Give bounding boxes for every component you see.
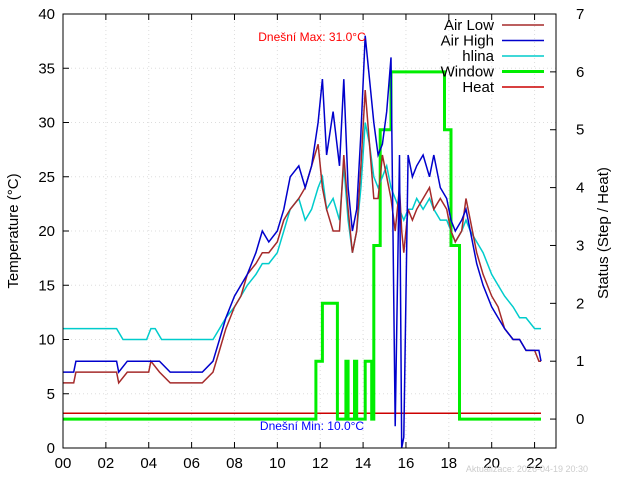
- left-tick-label: 0: [47, 440, 55, 457]
- daily-max-annotation: Dnešní Max: 31.0°C: [258, 30, 366, 44]
- x-tick-label: 06: [183, 455, 200, 472]
- x-tick-label: 20: [483, 455, 500, 472]
- x-tick-label: 18: [440, 455, 457, 472]
- x-tick-label: 14: [355, 455, 372, 472]
- left-tick-label: 30: [38, 115, 55, 132]
- left-tick-label: 5: [47, 386, 55, 403]
- right-tick-label: 0: [576, 411, 584, 428]
- left-tick-label: 25: [38, 169, 55, 186]
- legend-label: hlina: [462, 48, 494, 65]
- left-tick-label: 15: [38, 277, 55, 294]
- series-layer: [63, 35, 542, 449]
- updated-timestamp: Aktualizace: 2026-04-19 20:30: [466, 464, 588, 474]
- daily-min-annotation: Dnešní Min: 10.0°C: [260, 419, 365, 433]
- right-tick-label: 6: [576, 64, 584, 81]
- x-tick-label: 22: [526, 455, 543, 472]
- right-tick-label: 7: [576, 6, 584, 23]
- x-tick-label: 16: [398, 455, 415, 472]
- right-tick-label: 5: [576, 122, 584, 139]
- legend-label: Heat: [462, 79, 495, 96]
- left-tick-label: 10: [38, 332, 55, 349]
- right-axis-label: Status (Step / Heat): [595, 167, 612, 299]
- right-tick-label: 2: [576, 295, 584, 312]
- series-line-hlina: [63, 122, 541, 341]
- series-line-air-high: [63, 35, 542, 449]
- legend-label: Window: [441, 64, 495, 81]
- left-axis-label: Temperature (°C): [5, 173, 22, 288]
- x-tick-label: 12: [312, 455, 329, 472]
- left-tick-label: 20: [38, 223, 55, 240]
- x-tick-label: 02: [98, 455, 115, 472]
- x-tick-label: 00: [55, 455, 72, 472]
- x-tick-label: 04: [140, 455, 157, 472]
- left-tick-label: 35: [38, 60, 55, 77]
- right-tick-label: 3: [576, 237, 584, 254]
- legend-label: Air High: [441, 33, 494, 50]
- right-tick-label: 1: [576, 353, 584, 370]
- right-tick-label: 4: [576, 180, 584, 197]
- x-tick-label: 10: [269, 455, 286, 472]
- left-tick-label: 40: [38, 6, 55, 23]
- legend-label: Air Low: [444, 17, 494, 34]
- series-line-air-low: [63, 89, 541, 385]
- series-line-window: [63, 70, 541, 421]
- x-tick-label: 08: [226, 455, 243, 472]
